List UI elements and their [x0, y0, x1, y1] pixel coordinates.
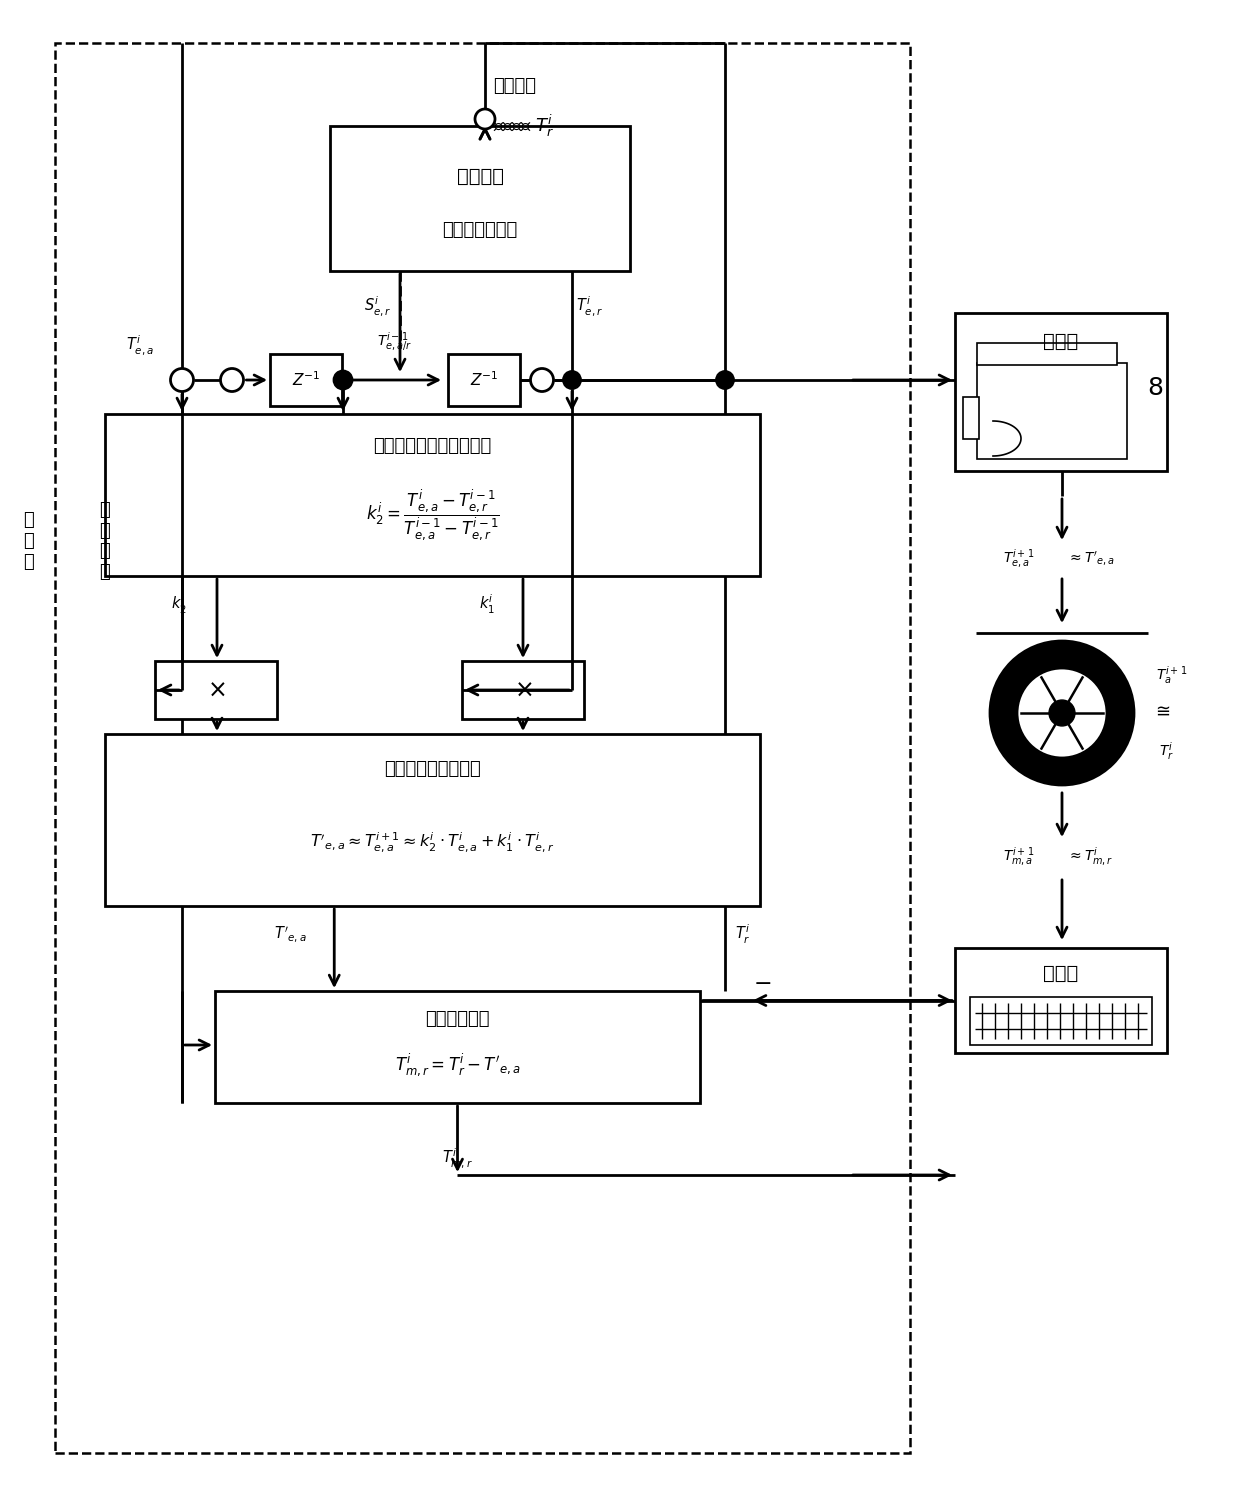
Text: 实
际
转
矩: 实 际 转 矩 — [99, 501, 110, 581]
Text: 电动机: 电动机 — [1043, 963, 1079, 983]
Text: $T_r^i$: $T_r^i$ — [735, 923, 750, 945]
Text: $T_{m,a}^{i+1}$: $T_{m,a}^{i+1}$ — [1003, 845, 1034, 868]
Text: $T_a^{i+1}$: $T_a^{i+1}$ — [1156, 663, 1187, 686]
Text: $T_{e,r}^i$: $T_{e,r}^i$ — [577, 294, 604, 318]
Text: $k_2^i$: $k_2^i$ — [171, 592, 187, 616]
Text: 电机同步补偿: 电机同步补偿 — [425, 1009, 490, 1027]
FancyBboxPatch shape — [977, 362, 1127, 459]
FancyBboxPatch shape — [955, 948, 1167, 1053]
Circle shape — [717, 371, 734, 389]
Circle shape — [221, 368, 243, 392]
Circle shape — [1017, 668, 1106, 757]
FancyBboxPatch shape — [105, 734, 760, 907]
FancyBboxPatch shape — [105, 414, 760, 576]
FancyBboxPatch shape — [155, 661, 277, 719]
Text: $T_r^i$: $T_r^i$ — [1159, 740, 1174, 762]
FancyBboxPatch shape — [970, 997, 1152, 1045]
FancyBboxPatch shape — [330, 127, 630, 271]
Text: $\approx T_{m,r}^i$: $\approx T_{m,r}^i$ — [1066, 845, 1114, 868]
Text: $T_{m,r}^i = T_r^i - T'_{e,a}$: $T_{m,r}^i = T_r^i - T'_{e,a}$ — [394, 1051, 521, 1078]
Text: $\approx T'_{e,a}$: $\approx T'_{e,a}$ — [1066, 550, 1115, 568]
Circle shape — [563, 371, 580, 389]
FancyBboxPatch shape — [955, 313, 1167, 471]
Text: 8: 8 — [1147, 376, 1163, 400]
Text: $T_{e,a/r}^{i-1}$: $T_{e,a/r}^{i-1}$ — [377, 331, 413, 353]
FancyBboxPatch shape — [448, 353, 520, 406]
Text: $\times$: $\times$ — [207, 678, 226, 702]
Text: 发动机: 发动机 — [1043, 331, 1079, 350]
Circle shape — [334, 371, 352, 389]
FancyBboxPatch shape — [963, 397, 980, 438]
FancyBboxPatch shape — [977, 343, 1117, 365]
Text: $S_{e,r}^i$: $S_{e,r}^i$ — [365, 294, 392, 318]
Text: $Z^{-1}$: $Z^{-1}$ — [470, 371, 498, 389]
Text: $T'_{e,a}$: $T'_{e,a}$ — [274, 924, 306, 944]
Text: 发动机响应转矩预估: 发动机响应转矩预估 — [384, 760, 481, 778]
Text: 动力源总: 动力源总 — [494, 78, 536, 95]
Text: $k_1^i$: $k_1^i$ — [479, 592, 495, 616]
Circle shape — [990, 641, 1135, 784]
FancyBboxPatch shape — [463, 661, 584, 719]
Text: $T'_{e,a} \approx T^{i+1}_{e,a} \approx k_2^i \cdot T^i_{e,a} + k_1^i \cdot T^i_: $T'_{e,a} \approx T^{i+1}_{e,a} \approx … — [310, 830, 554, 854]
Text: $k_2^i = \dfrac{T_{e,a}^i - T_{e,r}^{i-1}}{T_{e,a}^{i-1} - T_{e,r}^{i-1}}$: $k_2^i = \dfrac{T_{e,a}^i - T_{e,r}^{i-1… — [366, 488, 500, 543]
FancyBboxPatch shape — [270, 353, 342, 406]
Text: $T_{e,a}^{i+1}$: $T_{e,a}^{i+1}$ — [1003, 547, 1034, 570]
Text: $T_{e,a}^i$: $T_{e,a}^i$ — [126, 332, 154, 356]
Text: 转矩分配: 转矩分配 — [456, 167, 503, 186]
Circle shape — [475, 109, 495, 130]
Text: $\times$: $\times$ — [513, 678, 532, 702]
Text: $\cong$: $\cong$ — [1152, 702, 1171, 720]
Text: $Z^{-1}$: $Z^{-1}$ — [291, 371, 320, 389]
Text: 发动机最优控制: 发动机最优控制 — [443, 221, 517, 240]
FancyBboxPatch shape — [215, 992, 701, 1103]
Text: $T_{m,r}^i$: $T_{m,r}^i$ — [441, 1147, 472, 1170]
Circle shape — [171, 368, 193, 392]
Text: $-$: $-$ — [753, 972, 771, 993]
Text: 发
动
机: 发 动 机 — [22, 511, 33, 571]
Circle shape — [531, 368, 553, 392]
Text: 发动机动态响应性能识别: 发动机动态响应性能识别 — [373, 437, 491, 455]
Text: 需求转矩 $T_r^i$: 需求转矩 $T_r^i$ — [494, 113, 554, 139]
Circle shape — [1049, 701, 1075, 726]
